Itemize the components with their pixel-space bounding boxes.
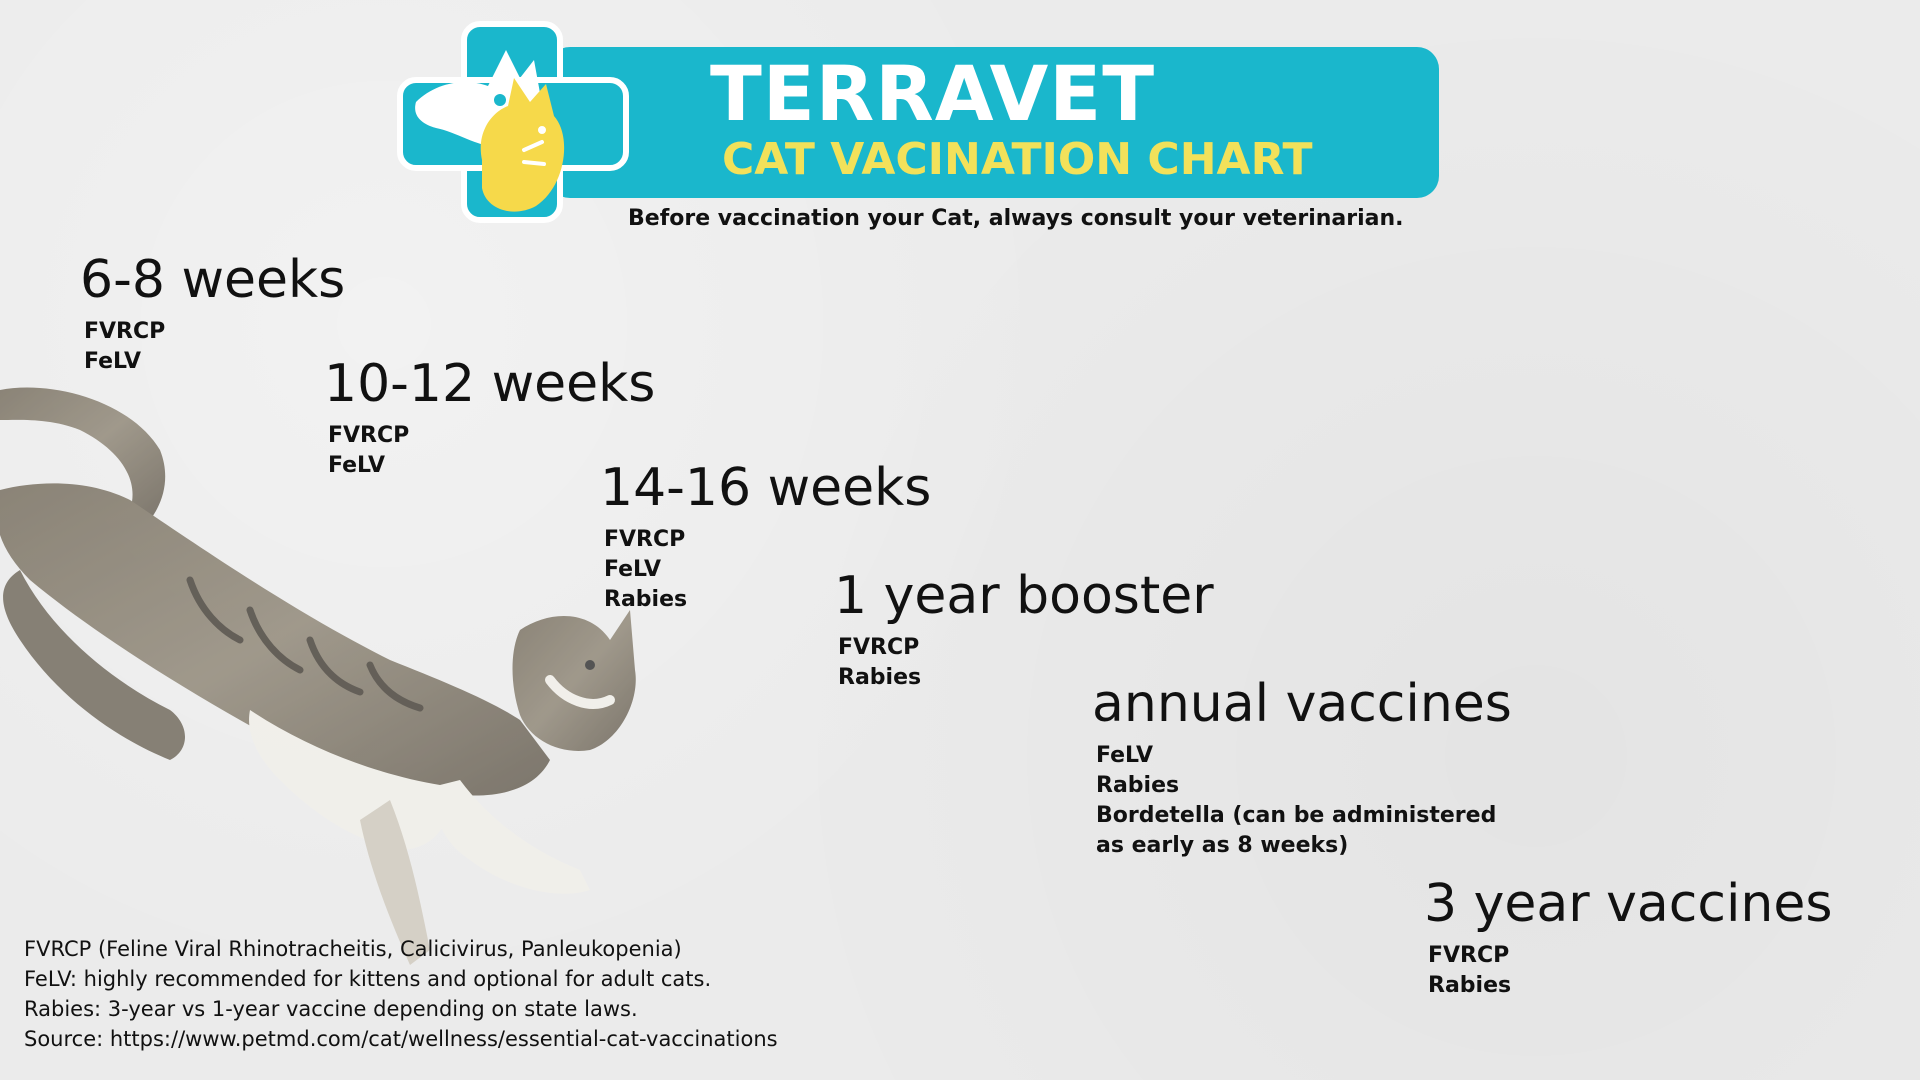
vaccine-list: FVRCP FeLV [328, 421, 655, 481]
stage-title: 10-12 weeks [324, 354, 656, 414]
vaccine-list: FVRCP Rabies [838, 633, 1214, 693]
schedule-stage-annual-vaccines: annual vaccines FeLV Rabies Bordetella (… [1092, 674, 1512, 861]
footnote-fvrcp: FVRCP (Feline Viral Rhinotracheitis, Cal… [24, 937, 682, 961]
vaccine-item: as early as 8 weeks) [1096, 833, 1349, 859]
vaccine-item: FVRCP [604, 527, 686, 553]
vaccine-item: Rabies [1428, 973, 1512, 999]
stage-title: annual vaccines [1092, 674, 1512, 734]
vaccine-list: FVRCP FeLV Rabies [604, 525, 931, 615]
vaccine-item: FVRCP [838, 635, 920, 661]
vaccine-item: Bordetella (can be administered [1096, 803, 1497, 829]
schedule-stage-3-year-vaccines: 3 year vaccines FVRCP Rabies [1424, 874, 1833, 1001]
vaccine-item: FeLV [84, 349, 142, 375]
vaccine-item: Rabies [838, 665, 922, 691]
disclaimer-text: Before vaccination your Cat, always cons… [628, 206, 1404, 231]
stage-title: 6-8 weeks [80, 250, 346, 310]
footnote-source: Source: https://www.petmd.com/cat/wellne… [24, 1027, 778, 1051]
vaccine-item: Rabies [1096, 773, 1180, 799]
dog-cat-cross-logo-icon [397, 21, 629, 223]
vaccine-item: FeLV [1096, 743, 1154, 769]
vaccine-list: FeLV Rabies Bordetella (can be administe… [1096, 741, 1512, 861]
footnote-rabies: Rabies: 3-year vs 1-year vaccine dependi… [24, 997, 638, 1021]
schedule-stage-1-year-booster: 1 year booster FVRCP Rabies [834, 566, 1214, 693]
brand-title: TERRAVET [710, 49, 1156, 138]
chart-subtitle: CAT VACINATION CHART [722, 134, 1313, 185]
footnote-felv: FeLV: highly recommended for kittens and… [24, 967, 712, 991]
vaccine-list: FVRCP Rabies [1428, 941, 1832, 1001]
stage-title: 3 year vaccines [1424, 874, 1833, 934]
stage-title: 14-16 weeks [600, 458, 932, 518]
schedule-stage-14-16-weeks: 14-16 weeks FVRCP FeLV Rabies [600, 458, 932, 615]
footnotes: FVRCP (Feline Viral Rhinotracheitis, Cal… [24, 934, 778, 1054]
vaccine-item: FeLV [328, 453, 386, 479]
stage-title: 1 year booster [834, 566, 1214, 626]
jumping-cat-image [0, 387, 636, 965]
vaccine-item: Rabies [604, 587, 688, 613]
header-banner [548, 47, 1439, 198]
vaccine-item: FVRCP [328, 423, 410, 449]
vaccine-list: FVRCP FeLV [84, 317, 345, 377]
vaccine-item: FeLV [604, 557, 662, 583]
vaccine-item: FVRCP [1428, 943, 1510, 969]
schedule-stage-10-12-weeks: 10-12 weeks FVRCP FeLV [324, 354, 656, 481]
vaccine-item: FVRCP [84, 319, 166, 345]
schedule-stage-6-8-weeks: 6-8 weeks FVRCP FeLV [80, 250, 346, 377]
